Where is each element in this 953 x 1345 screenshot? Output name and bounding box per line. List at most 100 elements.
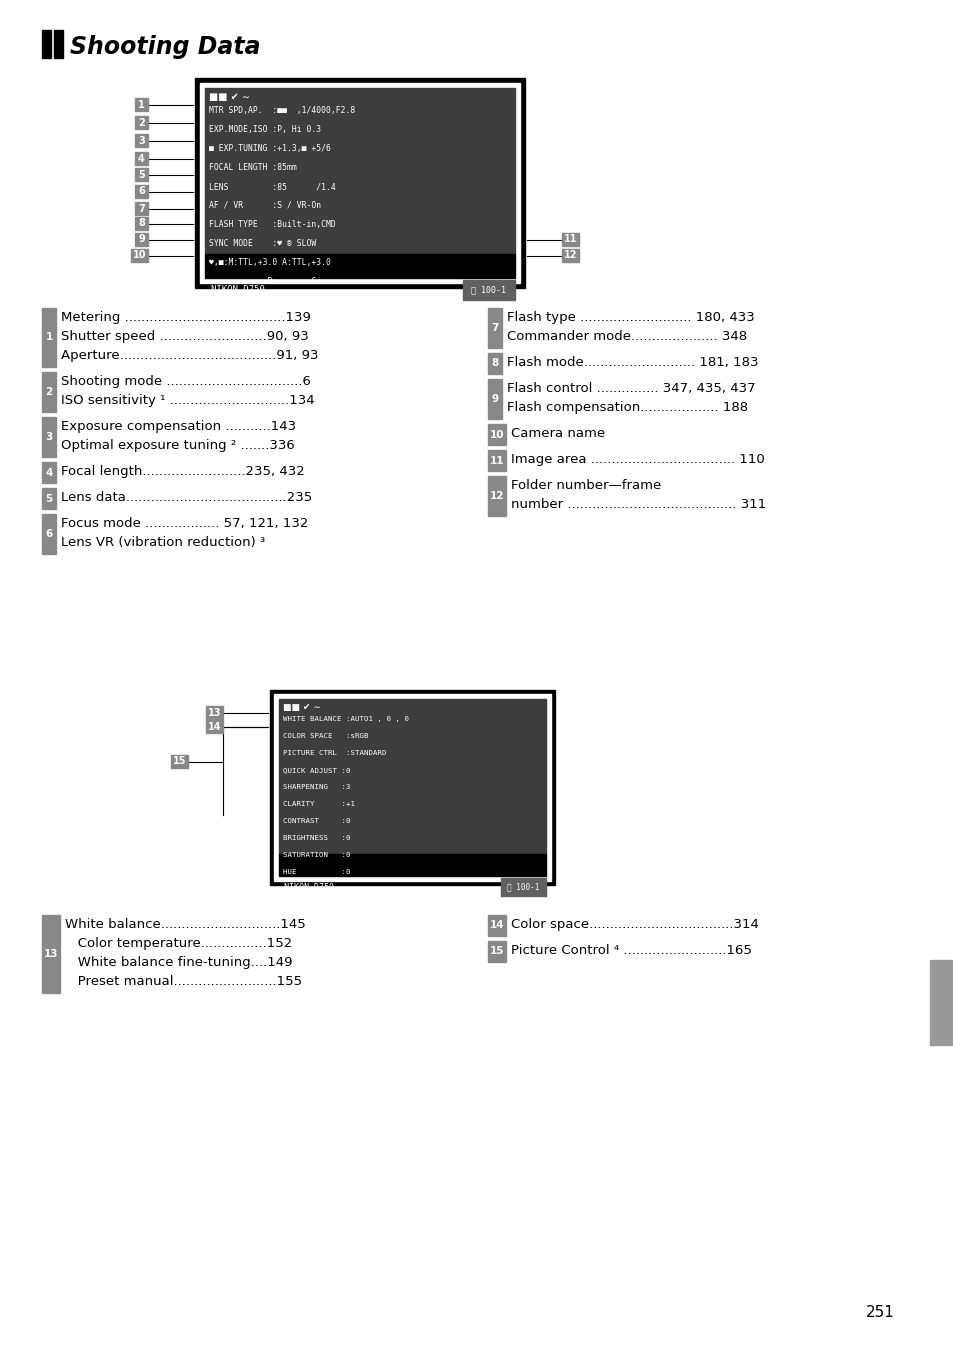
Text: 8: 8 <box>491 359 498 369</box>
Bar <box>270 690 555 885</box>
Text: Flash control ............... 347, 435, 437: Flash control ............... 347, 435, … <box>506 382 755 395</box>
Text: 3: 3 <box>138 136 145 145</box>
Bar <box>488 451 505 471</box>
Bar <box>500 878 545 896</box>
Bar <box>278 699 545 854</box>
Text: 13: 13 <box>44 950 58 959</box>
Text: 7: 7 <box>491 323 498 334</box>
Text: 11: 11 <box>489 456 504 465</box>
Text: NIKON D750: NIKON D750 <box>284 882 334 892</box>
Text: Commander mode..................... 348: Commander mode..................... 348 <box>506 330 746 343</box>
Text: Shooting Data: Shooting Data <box>70 35 260 59</box>
Bar <box>42 488 56 508</box>
Text: 15: 15 <box>172 756 186 767</box>
Text: WHITE BALANCE :AUTO1 , 0 , 0: WHITE BALANCE :AUTO1 , 0 , 0 <box>283 716 409 722</box>
Bar <box>135 202 148 215</box>
Bar <box>561 249 578 262</box>
Bar <box>278 854 545 876</box>
Text: White balance fine-tuning....149: White balance fine-tuning....149 <box>65 956 293 968</box>
Text: NIKON D750: NIKON D750 <box>211 285 265 295</box>
Text: 11: 11 <box>563 234 577 245</box>
Bar <box>42 417 56 457</box>
Bar <box>205 254 515 278</box>
Text: 5: 5 <box>138 169 145 179</box>
Bar <box>54 30 63 58</box>
Bar <box>135 116 148 129</box>
Text: Lens VR (vibration reduction) ³: Lens VR (vibration reduction) ³ <box>61 537 265 549</box>
Bar <box>488 476 505 516</box>
Text: LENS         :85      /1.4: LENS :85 /1.4 <box>209 182 335 191</box>
Text: 12: 12 <box>563 250 577 261</box>
Text: FLASH TYPE   :Built-in,CMD: FLASH TYPE :Built-in,CMD <box>209 221 335 229</box>
Bar <box>135 186 148 198</box>
Bar <box>135 217 148 230</box>
Text: AF / VR      :S / VR-On: AF / VR :S / VR-On <box>209 200 321 210</box>
Text: number ......................................... 311: number .................................… <box>511 498 765 511</box>
Text: Lens data.......................................235: Lens data...............................… <box>61 491 312 504</box>
Text: Flash compensation................... 188: Flash compensation................... 18… <box>506 401 747 414</box>
Text: Flash mode........................... 181, 183: Flash mode........................... 18… <box>506 356 758 369</box>
Bar <box>488 915 505 936</box>
Text: 1: 1 <box>46 332 52 343</box>
Text: Flash type ........................... 180, 433: Flash type ........................... 1… <box>506 311 754 324</box>
Text: COLOR SPACE   :sRGB: COLOR SPACE :sRGB <box>283 733 368 738</box>
Text: MTR SPD,AP.  :■■  ,1/4000,F2.8: MTR SPD,AP. :■■ ,1/4000,F2.8 <box>209 106 355 116</box>
Text: Shutter speed ..........................90, 93: Shutter speed ..........................… <box>61 330 309 343</box>
Bar <box>135 98 148 112</box>
Bar <box>135 233 148 246</box>
Text: BRIGHTNESS   :0: BRIGHTNESS :0 <box>283 835 350 841</box>
Text: 14: 14 <box>208 721 221 732</box>
Bar <box>42 915 60 993</box>
Bar <box>135 152 148 165</box>
Text: 1: 1 <box>138 100 145 109</box>
Text: QUICK ADJUST :0: QUICK ADJUST :0 <box>283 767 350 773</box>
Text: EXP.MODE,ISO :P, Hi 0.3: EXP.MODE,ISO :P, Hi 0.3 <box>209 125 321 134</box>
Bar <box>205 87 515 254</box>
Text: 14: 14 <box>489 920 504 931</box>
Text: Color temperature................152: Color temperature................152 <box>65 937 292 950</box>
Text: 6: 6 <box>138 187 145 196</box>
Text: 3: 3 <box>46 432 52 443</box>
Text: ISO sensitivity ¹ .............................134: ISO sensitivity ¹ ......................… <box>61 394 314 408</box>
Bar <box>171 755 188 768</box>
Text: 8: 8 <box>138 218 145 229</box>
Text: CLARITY      :+1: CLARITY :+1 <box>283 802 355 807</box>
Text: Exposure compensation ...........143: Exposure compensation ...........143 <box>61 420 295 433</box>
Text: PICTURE CTRL  :STANDARD: PICTURE CTRL :STANDARD <box>283 751 386 756</box>
Text: 6: 6 <box>46 529 52 539</box>
Bar <box>488 308 501 348</box>
Text: ♥,■:M:TTL,+3.0 A:TTL,+3.0: ♥,■:M:TTL,+3.0 A:TTL,+3.0 <box>209 258 331 268</box>
Bar <box>131 249 148 262</box>
Text: Ⓕ 100-1: Ⓕ 100-1 <box>507 882 539 892</box>
Bar <box>42 373 56 412</box>
Text: ■■ ✔ ∼: ■■ ✔ ∼ <box>283 703 320 712</box>
Text: SATURATION   :0: SATURATION :0 <box>283 851 350 858</box>
Text: 4: 4 <box>138 153 145 164</box>
Text: B:---    C:---: B:--- C:--- <box>209 277 335 286</box>
Bar <box>42 514 56 554</box>
Text: Preset manual.........................155: Preset manual.........................15… <box>65 975 302 989</box>
Bar <box>488 352 501 374</box>
Bar <box>462 280 515 300</box>
Bar <box>135 134 148 147</box>
Text: Aperture......................................91, 93: Aperture................................… <box>61 348 318 362</box>
Text: 10: 10 <box>132 250 146 261</box>
Bar <box>206 720 223 733</box>
Text: Color space...................................314: Color space.............................… <box>511 919 758 931</box>
Bar <box>42 461 56 483</box>
Text: Folder number—frame: Folder number—frame <box>511 479 660 492</box>
Text: SHARPENING   :3: SHARPENING :3 <box>283 784 350 790</box>
Text: HUE          :0: HUE :0 <box>283 869 350 876</box>
Bar <box>194 78 524 288</box>
Text: White balance.............................145: White balance...........................… <box>65 919 305 931</box>
Text: Picture Control ⁴ .........................165: Picture Control ⁴ ......................… <box>511 944 751 958</box>
Text: 4: 4 <box>45 468 52 477</box>
Text: ■ EXP.TUNING :+1.3,■ +5/6: ■ EXP.TUNING :+1.3,■ +5/6 <box>209 144 331 153</box>
Bar <box>206 706 223 720</box>
Text: Metering .......................................139: Metering ...............................… <box>61 311 311 324</box>
Text: Shooting mode .................................6: Shooting mode ..........................… <box>61 375 311 387</box>
Text: 5: 5 <box>46 494 52 503</box>
Text: 2: 2 <box>46 387 52 397</box>
Text: 251: 251 <box>865 1305 894 1319</box>
Text: 10: 10 <box>489 429 504 440</box>
